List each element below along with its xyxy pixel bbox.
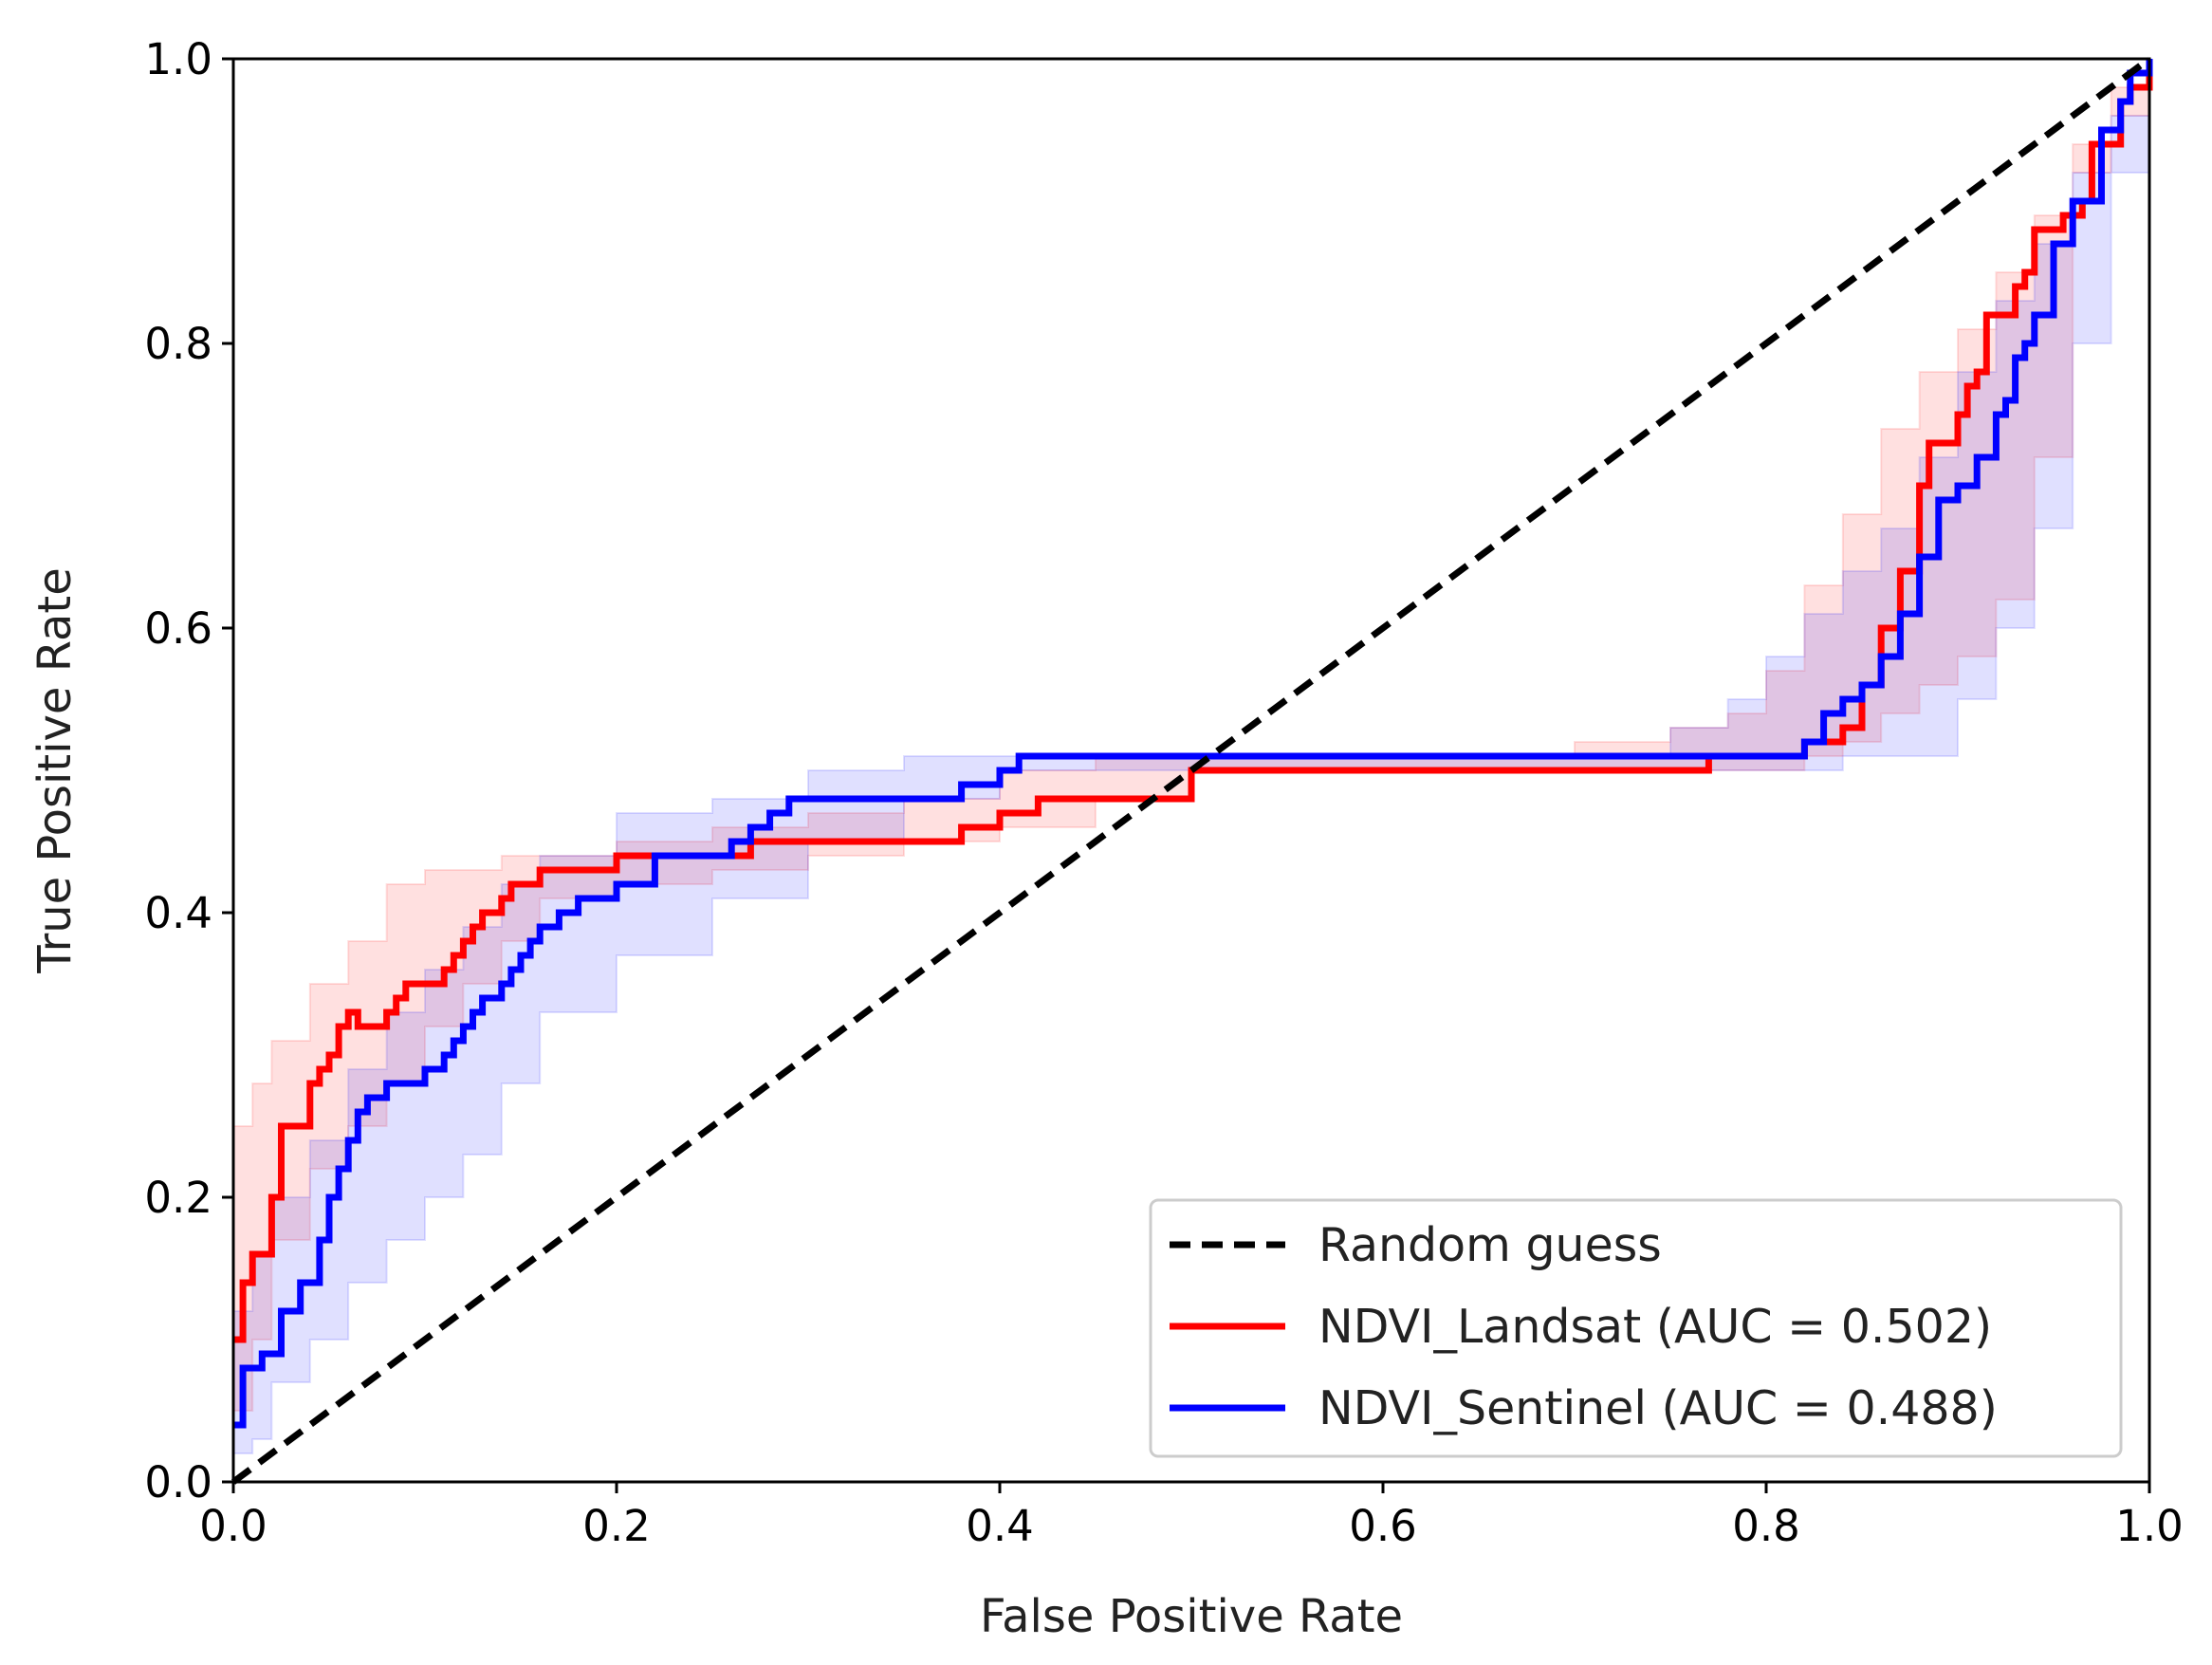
axis-ticks: 0.0 0.2 0.4 0.6 0.8 1.0 0.0 0.2 0.4 0.6 0.8 1.0 xyxy=(144,34,2183,1551)
legend: Random guess NDVI_Landsat (AUC = 0.502) … xyxy=(1149,1198,2123,1458)
y-tick-label: 1.0 xyxy=(144,34,212,84)
x-tick-label: 0.2 xyxy=(582,1501,651,1551)
x-tick-label: 0.0 xyxy=(199,1501,267,1551)
x-tick-label: 1.0 xyxy=(2115,1501,2184,1551)
x-tick-label: 0.6 xyxy=(1349,1501,1417,1551)
x-tick-label: 0.8 xyxy=(1732,1501,1800,1551)
y-axis-label: True Positive Rate xyxy=(28,567,82,974)
legend-label-ndvi-sentinel: NDVI_Sentinel (AUC = 0.488) xyxy=(1318,1381,1998,1435)
plot-frame xyxy=(231,57,2151,1484)
y-tick-label: 0.4 xyxy=(144,888,212,938)
legend-label-random-guess: Random guess xyxy=(1318,1218,1662,1272)
y-tick-label: 0.0 xyxy=(144,1457,212,1508)
y-tick-label: 0.6 xyxy=(144,603,212,654)
legend-label-ndvi-landsat: NDVI_Landsat (AUC = 0.502) xyxy=(1318,1300,1992,1354)
y-tick-label: 0.8 xyxy=(144,319,212,369)
curve-random-guess xyxy=(230,56,2152,1485)
legend-box xyxy=(1149,1198,2123,1458)
curve-lines xyxy=(230,56,2153,1485)
x-axis-label: False Positive Rate xyxy=(980,1590,1403,1643)
y-tick-label: 0.2 xyxy=(144,1173,212,1223)
x-tick-label: 0.4 xyxy=(966,1501,1034,1551)
curve-ndvi-sentinel xyxy=(233,59,2153,1429)
curve-ndvi-landsat xyxy=(233,59,2153,1343)
